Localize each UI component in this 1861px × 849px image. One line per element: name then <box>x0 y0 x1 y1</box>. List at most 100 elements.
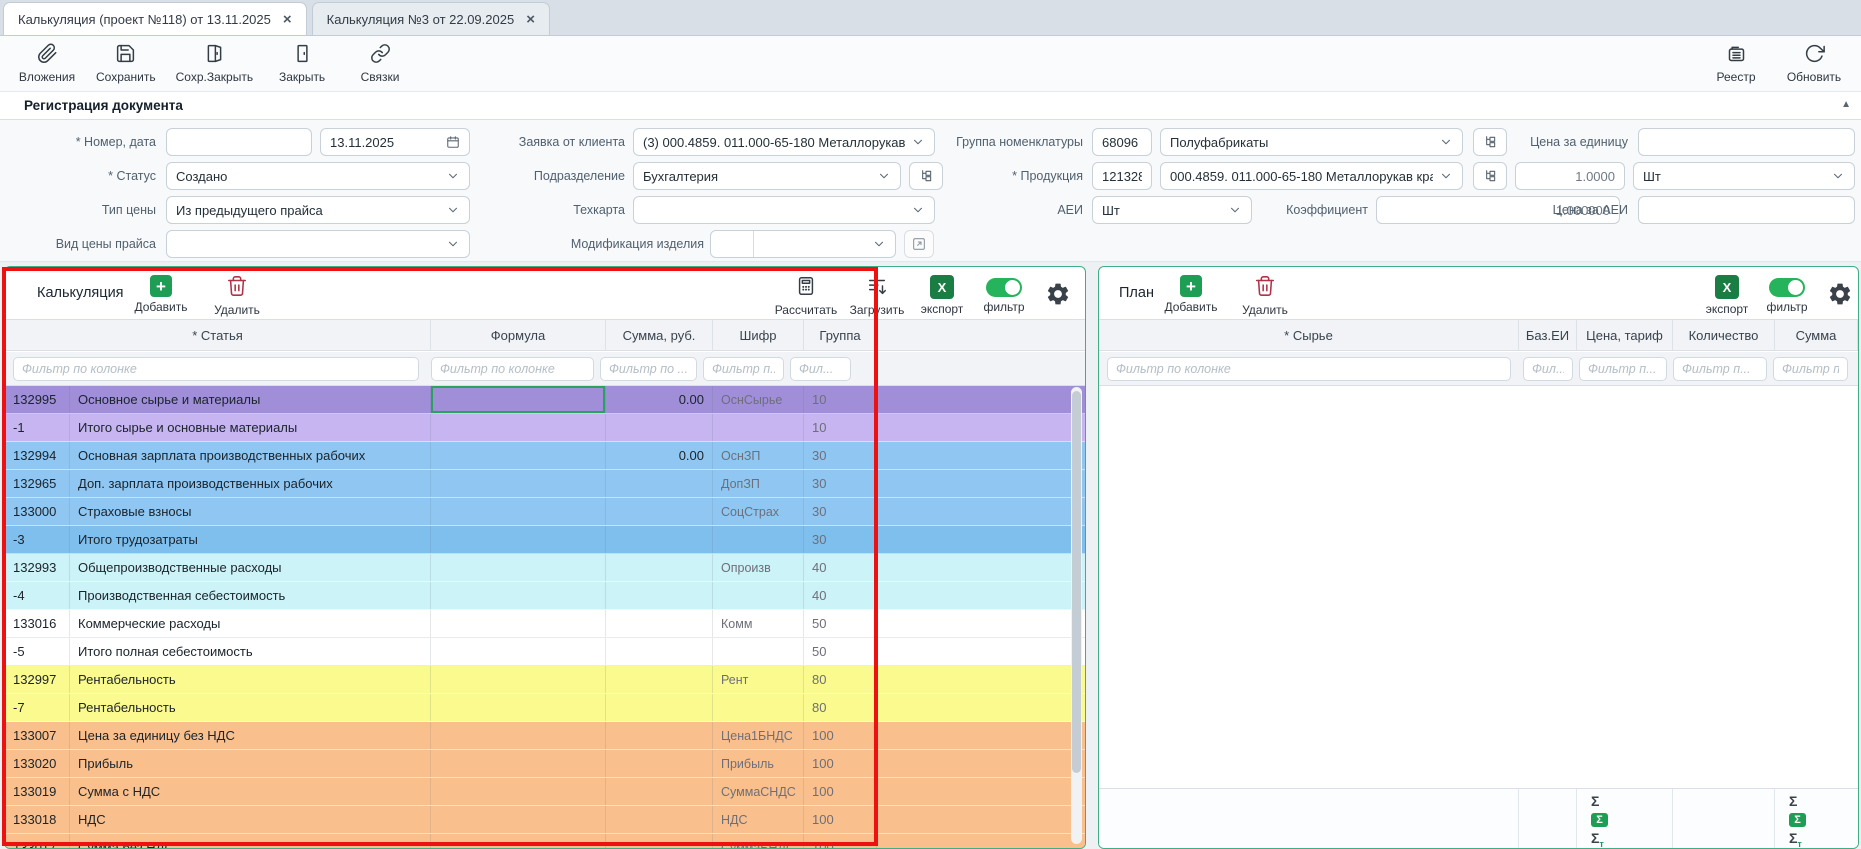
open-modification-form-button[interactable] <box>904 230 934 258</box>
table-row[interactable]: 133017Сумма без НДССуммаБНДС100 <box>5 834 1085 849</box>
table-row[interactable]: 132997РентабельностьРент80 <box>5 666 1085 694</box>
cell-code[interactable]: СуммаСНДС <box>713 778 804 805</box>
save-close-button[interactable]: Сохр.Закрыть <box>176 43 253 84</box>
sigma-sum-icon[interactable]: Σ <box>1591 793 1672 810</box>
cell-sum[interactable] <box>606 582 713 609</box>
cell-sum[interactable] <box>606 498 713 525</box>
cell-code[interactable] <box>713 526 804 553</box>
table-row[interactable]: -5Итого полная себестоимость50 <box>5 638 1085 666</box>
sigma-total-icon[interactable]: Σт <box>1789 830 1858 849</box>
cell-id[interactable]: 132994 <box>5 442 70 469</box>
attachments-button[interactable]: Вложения <box>18 43 76 84</box>
table-row[interactable]: 133019Сумма с НДССуммаСНДС100 <box>5 778 1085 806</box>
column-header-raw-material[interactable]: * Сырье <box>1099 320 1519 350</box>
cell-article[interactable]: Рентабельность <box>70 666 431 693</box>
filter-input-formula[interactable] <box>431 357 594 381</box>
table-row[interactable]: 133000Страховые взносыСоцСтрах30 <box>5 498 1085 526</box>
cell-group[interactable]: 30 <box>804 442 877 469</box>
cell-group[interactable]: 40 <box>804 582 877 609</box>
cell-article[interactable]: Сумма без НДС <box>70 834 431 849</box>
cell-sum[interactable] <box>606 722 713 749</box>
cell-formula[interactable] <box>431 610 606 637</box>
add-row-button[interactable]: + Добавить <box>121 275 201 314</box>
cell-group[interactable]: 30 <box>804 526 877 553</box>
close-icon[interactable]: × <box>526 12 535 27</box>
production-code[interactable]: 121328 <box>1092 162 1152 190</box>
cell-formula[interactable] <box>431 666 606 693</box>
table-row[interactable]: -3Итого трудозатраты30 <box>5 526 1085 554</box>
cell-sum[interactable]: 0.00 <box>606 386 713 413</box>
save-button[interactable]: Сохранить <box>96 43 156 84</box>
column-header-formula[interactable]: Формула <box>431 320 606 350</box>
filter-input-price-tariff[interactable] <box>1579 357 1667 381</box>
cell-article[interactable]: Цена за единицу без НДС <box>70 722 431 749</box>
cell-id[interactable]: 133019 <box>5 778 70 805</box>
cell-code[interactable]: СуммаБНДС <box>713 834 804 849</box>
cell-formula[interactable] <box>431 834 606 849</box>
cell-code[interactable] <box>713 582 804 609</box>
product-modification-select[interactable] <box>710 230 896 258</box>
cell-article[interactable]: Страховые взносы <box>70 498 431 525</box>
filter-input-base-unit[interactable] <box>1523 357 1573 381</box>
settings-gear-icon[interactable] <box>1827 281 1853 307</box>
production-unit-select[interactable]: Шт <box>1633 162 1855 190</box>
cell-id[interactable]: -7 <box>5 694 70 721</box>
cell-group[interactable]: 10 <box>804 386 877 413</box>
cell-code[interactable]: НДС <box>713 806 804 833</box>
cell-code[interactable]: Цена1БНДС <box>713 722 804 749</box>
table-row[interactable]: 133020ПрибыльПрибыль100 <box>5 750 1085 778</box>
refresh-button[interactable]: Обновить <box>1785 43 1843 84</box>
table-row[interactable]: -1Итого сырье и основные материалы10 <box>5 414 1085 442</box>
cell-article[interactable]: Основная зарплата производственных рабоч… <box>70 442 431 469</box>
cell-sum[interactable] <box>606 414 713 441</box>
cell-article[interactable]: Итого полная себестоимость <box>70 638 431 665</box>
cell-sum[interactable] <box>606 750 713 777</box>
tech-card-select[interactable] <box>633 196 935 224</box>
column-header-sum[interactable]: Сумма, руб. <box>606 320 713 350</box>
filter-input-code[interactable] <box>703 357 784 381</box>
cell-group[interactable]: 100 <box>804 806 877 833</box>
cell-formula[interactable] <box>431 526 606 553</box>
column-header-article[interactable]: * Статья <box>5 320 431 350</box>
production-select[interactable]: 000.4859. 011.000-65-180 Металлорукав кр… <box>1160 162 1463 190</box>
cell-id[interactable]: 133016 <box>5 610 70 637</box>
cell-formula[interactable] <box>431 498 606 525</box>
cell-article[interactable]: НДС <box>70 806 431 833</box>
cell-id[interactable]: 132993 <box>5 554 70 581</box>
cell-formula[interactable] <box>431 778 606 805</box>
cell-formula[interactable] <box>431 694 606 721</box>
cell-article[interactable]: Прибыль <box>70 750 431 777</box>
cell-formula[interactable] <box>431 554 606 581</box>
cell-code[interactable]: Опроизв <box>713 554 804 581</box>
cell-id[interactable]: 133000 <box>5 498 70 525</box>
cell-code[interactable]: СоцСтрах <box>713 498 804 525</box>
cell-id[interactable]: 133007 <box>5 722 70 749</box>
cell-id[interactable]: 132995 <box>5 386 70 413</box>
close-icon[interactable]: × <box>283 12 292 27</box>
cell-id[interactable]: 133020 <box>5 750 70 777</box>
cell-id[interactable]: -5 <box>5 638 70 665</box>
cell-sum[interactable] <box>606 778 713 805</box>
table-row[interactable]: 133007Цена за единицу без НДСЦена1БНДС10… <box>5 722 1085 750</box>
cell-sum[interactable] <box>606 806 713 833</box>
table-row[interactable]: 133018НДСНДС100 <box>5 806 1085 834</box>
tab-calculation-3[interactable]: Калькуляция №3 от 22.09.2025 × <box>312 2 550 35</box>
toggle-on-icon[interactable] <box>1769 278 1805 297</box>
sigma-boxed-icon[interactable]: Σ <box>1789 813 1806 828</box>
department-select[interactable]: Бухгалтерия <box>633 162 901 190</box>
cell-article[interactable]: Доп. зарплата производственных рабочих <box>70 470 431 497</box>
cell-code[interactable]: Прибыль <box>713 750 804 777</box>
table-row[interactable]: 132965Доп. зарплата производственных раб… <box>5 470 1085 498</box>
column-header-code[interactable]: Шифр <box>713 320 804 350</box>
production-qty-field[interactable]: 1.0000 <box>1515 162 1625 190</box>
column-header-base-unit[interactable]: Баз.ЕИ <box>1519 320 1577 350</box>
filter-input-group[interactable] <box>790 357 851 381</box>
sigma-boxed-icon[interactable]: Σ <box>1591 813 1608 828</box>
column-header-quantity[interactable]: Количество <box>1673 320 1775 350</box>
cell-article[interactable]: Общепроизводственные расходы <box>70 554 431 581</box>
cell-formula[interactable] <box>431 638 606 665</box>
registry-button[interactable]: Реестр <box>1707 43 1765 84</box>
filter-input-article[interactable] <box>13 357 419 381</box>
vertical-scrollbar[interactable] <box>1071 387 1082 844</box>
cell-sum[interactable] <box>606 834 713 849</box>
